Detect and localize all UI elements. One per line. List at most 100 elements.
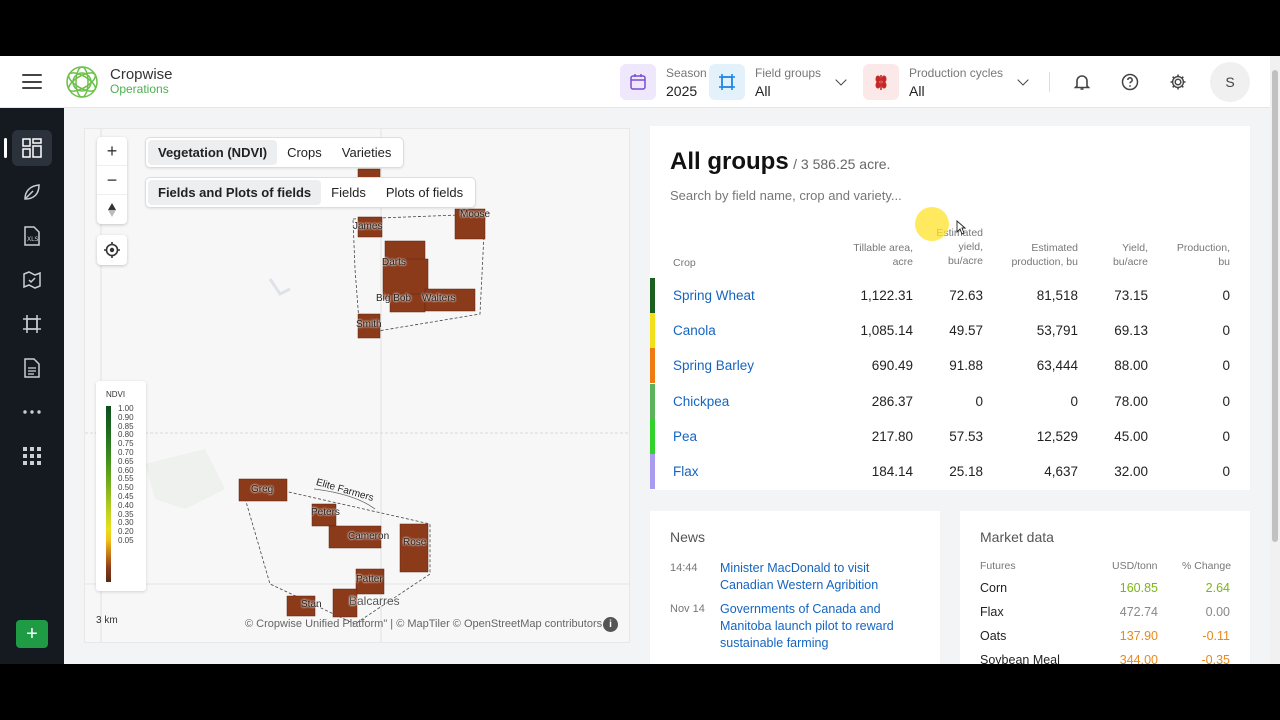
tab-vegetation-ndvi[interactable]: Vegetation (NDVI): [148, 140, 278, 165]
news-link[interactable]: Governments of Canada and Manitoba launc…: [720, 602, 894, 650]
cell-est-yield: 25.18: [949, 464, 983, 479]
more-icon[interactable]: [12, 394, 52, 430]
cell-yield: 32.00: [1114, 464, 1148, 479]
bell-icon[interactable]: [1070, 70, 1094, 94]
market-price: 472.74: [1119, 605, 1158, 619]
table-row[interactable]: Spring Barley 690.49 91.88 63,444 88.00 0: [650, 348, 1250, 384]
ndvi-legend: NDVI 1.00 0.90 0.85 0.80 0.75 0.70 0.65 0.60 0…: [96, 381, 146, 591]
tab-fields-and-plots[interactable]: Fields and Plots of fields: [148, 180, 322, 205]
cell-tillable: 184.14: [871, 464, 913, 479]
field-groups-icon: [709, 64, 745, 100]
news-time: 14:44: [670, 562, 698, 574]
avatar[interactable]: S: [1210, 62, 1250, 102]
table-row[interactable]: Pea 217.80 57.53 12,529 45.00 0: [650, 418, 1250, 454]
market-title: Market data: [980, 529, 1054, 545]
cell-yield: 88.00: [1114, 358, 1148, 374]
col-tillable[interactable]: Tillable area, acre: [853, 242, 913, 268]
field-groups-filter[interactable]: Field groups All: [709, 62, 847, 102]
col-crop[interactable]: Crop: [673, 257, 696, 269]
field-label: Cameron: [348, 531, 390, 542]
dashboard-icon[interactable]: [4, 130, 52, 166]
col-yield[interactable]: Yield, bu/acre: [1112, 242, 1148, 268]
cell-yield: 69.13: [1114, 323, 1148, 339]
reports-icon[interactable]: XLS: [12, 218, 52, 254]
field-groups-nav-icon[interactable]: [12, 306, 52, 342]
market-commodity: Corn: [980, 581, 1008, 595]
tab-crops[interactable]: Crops: [287, 145, 322, 160]
cell-est-prod: 63,444: [1036, 358, 1078, 374]
season-label: Season: [666, 66, 707, 80]
total-area: / 3 586.25 acre.: [793, 156, 891, 172]
cell-tillable: 1,085.14: [860, 323, 913, 339]
compass-icon[interactable]: [97, 195, 127, 224]
crop-link[interactable]: Flax: [673, 464, 699, 479]
field-label: Moose: [460, 209, 491, 220]
tab-fields[interactable]: Fields: [331, 185, 366, 200]
locate-icon[interactable]: [97, 235, 127, 265]
market-change: -0.11: [1202, 629, 1230, 643]
market-price: 137.90: [1119, 629, 1158, 643]
crop-link[interactable]: Pea: [673, 428, 698, 444]
cell-production: 0: [1222, 393, 1230, 409]
crop-link[interactable]: Spring Barley: [673, 358, 755, 374]
documents-icon[interactable]: [12, 350, 52, 386]
scrollbar-thumb[interactable]: [1272, 70, 1278, 542]
help-icon[interactable]: [1118, 70, 1142, 94]
market-price: 160.85: [1119, 581, 1158, 595]
col-production[interactable]: Production, bu: [1176, 242, 1230, 268]
scrollbar[interactable]: [1270, 56, 1280, 664]
field-map[interactable]: Vegetation (NDVI) Crops Varieties Fields…: [84, 128, 630, 643]
crop-color-swatch: [650, 278, 655, 313]
news-panel: News 14:44 Minister MacDonald to visit C…: [650, 511, 940, 664]
news-link[interactable]: Minister MacDonald to visit Canadian Wes…: [720, 561, 879, 592]
season-filter[interactable]: Season 2025: [620, 62, 707, 102]
col-est-yield[interactable]: Estimated yield, bu/acre: [936, 227, 983, 267]
search-input[interactable]: [670, 188, 970, 203]
cell-est-yield: 91.88: [949, 358, 983, 374]
cell-yield: 45.00: [1114, 428, 1148, 444]
crop-link[interactable]: Chickpea: [673, 393, 730, 409]
info-icon[interactable]: i: [603, 617, 618, 632]
ndvi-color-ramp: [106, 406, 111, 582]
cell-production: 0: [1222, 323, 1230, 339]
zoom-in-button[interactable]: +: [97, 137, 127, 166]
table-row[interactable]: Canola 1,085.14 49.57 53,791 69.13 0: [650, 313, 1250, 349]
market-col-price: USD/tonn: [1112, 560, 1158, 572]
page-title: All groups: [670, 148, 789, 175]
tab-varieties[interactable]: Varieties: [341, 145, 392, 160]
production-cycles-label: Production cycles: [909, 66, 1004, 80]
gear-icon[interactable]: [1166, 70, 1190, 94]
market-commodity: Oats: [980, 629, 1007, 643]
field-label: James: [353, 221, 383, 232]
groups-panel: All groups / 3 586.25 acre. Crop Tillabl…: [650, 126, 1250, 490]
map-attribution: © Cropwise Unified Platform" | © MapTile…: [245, 618, 603, 630]
legend-title: NDVI: [106, 390, 126, 399]
production-cycles-value: All: [909, 83, 925, 99]
market-change: 0.00: [1205, 605, 1230, 619]
tab-plots-of-fields[interactable]: Plots of fields: [385, 185, 464, 200]
cell-est-yield: 57.53: [949, 428, 983, 444]
field-label: Darts: [382, 257, 406, 268]
cropwise-logo: [66, 66, 98, 98]
crop-link[interactable]: Spring Wheat: [673, 288, 755, 303]
cell-est-prod: 12,529: [1036, 428, 1078, 444]
crop-link[interactable]: Canola: [673, 323, 716, 339]
left-nav-rail: XLS +: [0, 108, 64, 664]
table-row[interactable]: Spring Wheat 1,122.31 72.63 81,518 73.15 0: [650, 278, 1250, 313]
fields-map-icon[interactable]: [12, 262, 52, 298]
add-button[interactable]: +: [16, 620, 48, 648]
mouse-pointer-icon: [956, 220, 966, 235]
brand-title: Cropwise: [110, 66, 173, 83]
crops-icon[interactable]: [12, 174, 52, 210]
col-est-production[interactable]: Estimated production, bu: [1011, 242, 1078, 268]
apps-grid-icon[interactable]: [12, 438, 52, 474]
market-col-change: % Change: [1182, 560, 1232, 572]
crop-color-swatch: [650, 313, 655, 349]
chevron-down-icon: [1017, 74, 1029, 86]
menu-icon[interactable]: [22, 74, 42, 89]
table-row[interactable]: Flax 184.14 25.18 4,637 32.00 0: [650, 454, 1250, 489]
top-bar: Cropwise Operations Season 2025 Field gro…: [0, 56, 1270, 108]
table-row[interactable]: Chickpea 286.37 0 0 78.00 0: [650, 383, 1250, 419]
zoom-out-button[interactable]: −: [97, 166, 127, 195]
production-cycles-filter[interactable]: Production cycles All: [863, 62, 1029, 102]
